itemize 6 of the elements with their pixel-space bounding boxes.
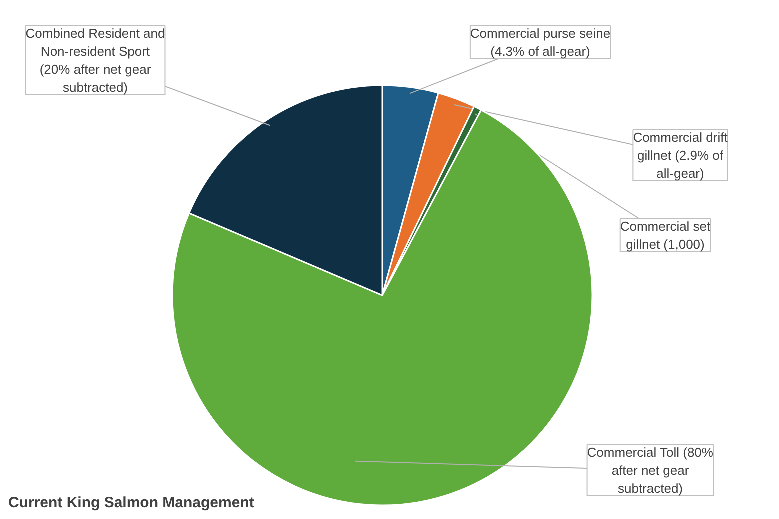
slice-label: Commercial purse seine (4.3% of all-gear) — [470, 26, 611, 59]
slice-label: Commercial Toll (80% after net gear subtracted) — [587, 445, 714, 496]
slice-label: Commercial drift gillnet (2.9% of all-gear) — [633, 130, 728, 181]
slice-label: Combined Resident and Non-resident Sport (20% after net gear subtracted) — [26, 26, 166, 95]
text: Current King Salmon Management — [8, 494, 254, 512]
slice-label: Commercial set gillnet (1,000) — [620, 219, 712, 252]
